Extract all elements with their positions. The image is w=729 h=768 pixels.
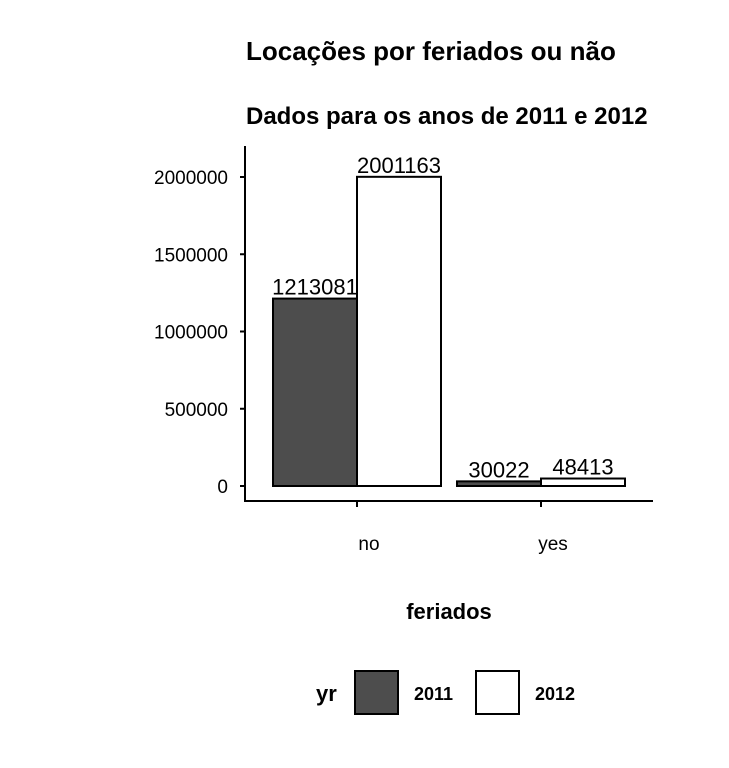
x-tick-label: yes xyxy=(538,534,568,555)
y-tick-label: 500000 xyxy=(165,400,228,421)
y-tick-label: 2000000 xyxy=(154,168,228,189)
data-label: 1213081 xyxy=(272,275,358,300)
legend-swatch-2012 xyxy=(475,670,520,715)
x-tick-label: no xyxy=(358,534,379,555)
legend-swatch-2011 xyxy=(354,670,399,715)
legend-label-2012: 2012 xyxy=(535,684,575,704)
y-tick-label: 1500000 xyxy=(154,245,228,266)
chart-subtitle: Dados para os anos de 2011 e 2012 xyxy=(246,103,648,130)
legend: yr 2011 2012 xyxy=(316,670,575,715)
y-tick-label: 0 xyxy=(217,477,228,498)
bar-2012-yes xyxy=(540,477,626,488)
chart-title: Locações por feriados ou não xyxy=(246,36,616,66)
plot-area: 0 500000 1000000 1500000 2000000 no yes 1213081… xyxy=(154,153,626,555)
legend-title: yr xyxy=(316,681,337,706)
bar-2011-no xyxy=(272,297,358,487)
data-label: 2001163 xyxy=(357,153,441,178)
y-tick-label: 1000000 xyxy=(154,323,228,344)
data-label: 30022 xyxy=(468,457,529,482)
legend-label-2011: 2011 xyxy=(414,684,453,704)
data-label: 48413 xyxy=(552,455,613,480)
bar-2012-no xyxy=(356,175,442,487)
x-axis-title: feriados xyxy=(406,599,492,624)
